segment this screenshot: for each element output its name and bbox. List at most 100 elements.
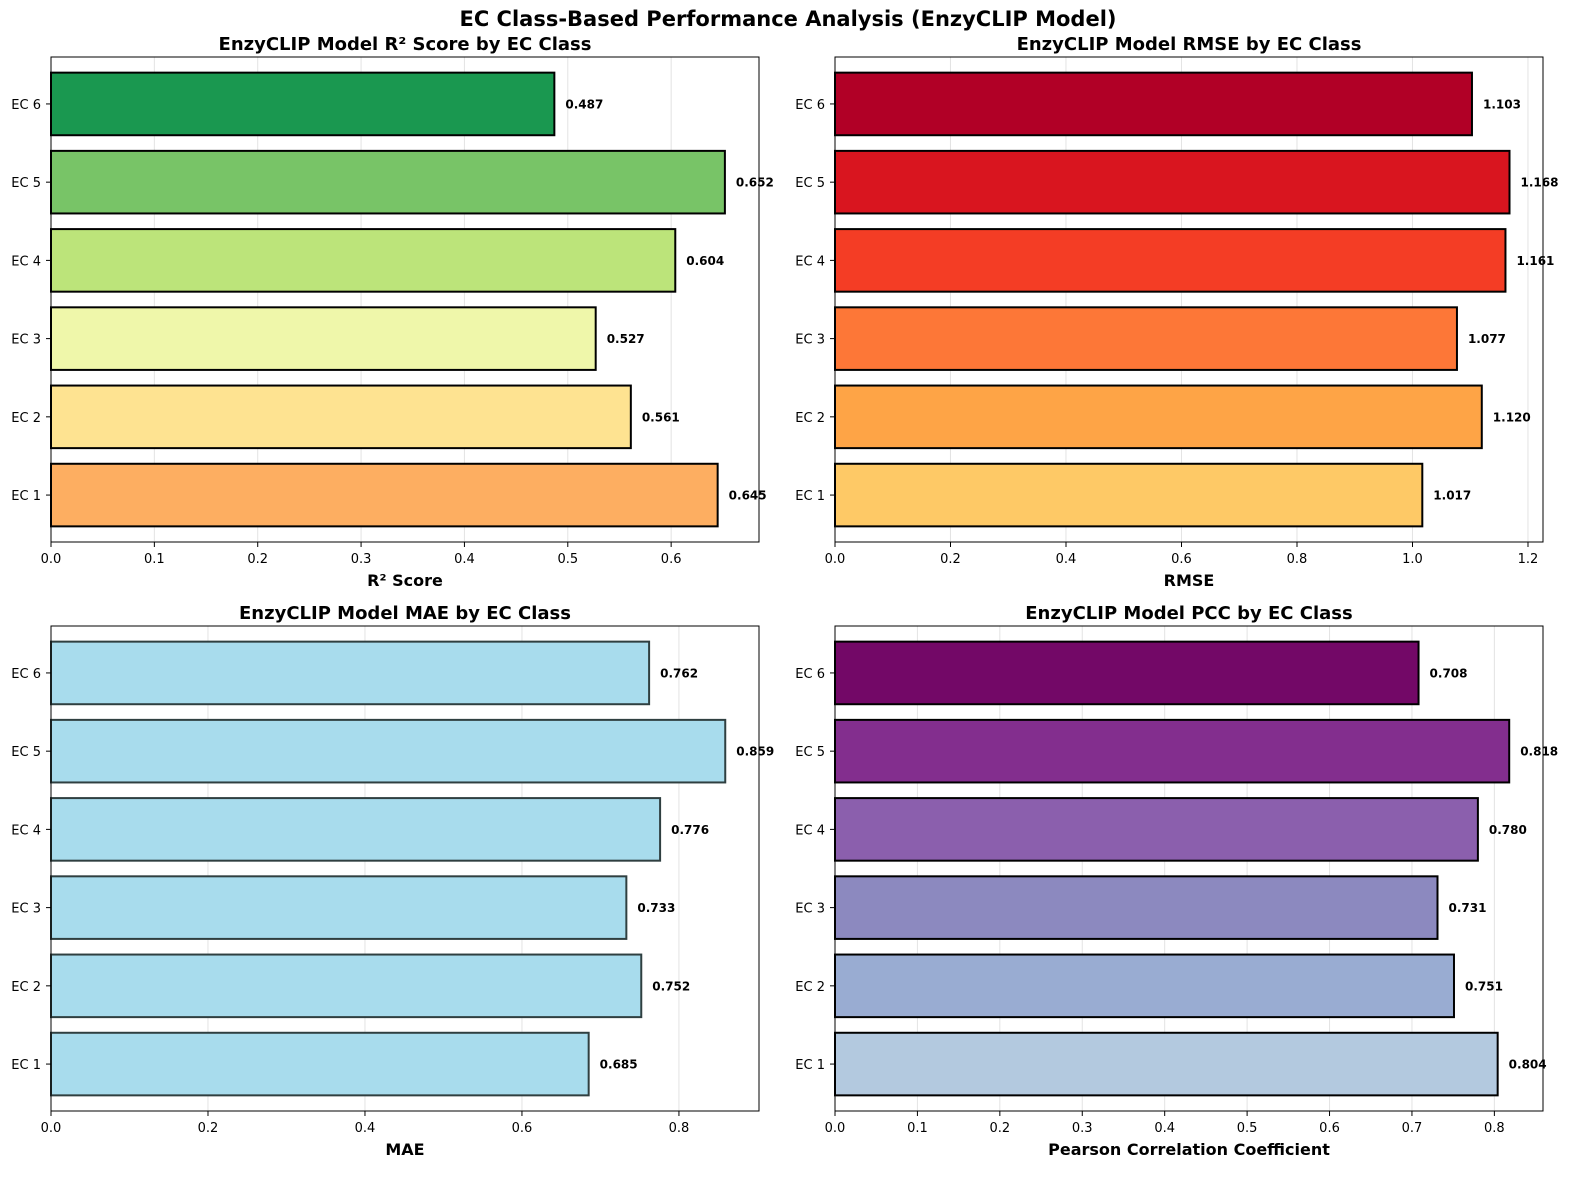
pcc-category-label: EC 1 xyxy=(795,1058,825,1073)
pcc-xtick-label: 0.4 xyxy=(1154,1121,1175,1136)
r2-xtick-label: 0.2 xyxy=(247,552,268,567)
rmse-category-label: EC 4 xyxy=(795,254,825,269)
mae-bar-ec-5 xyxy=(50,718,727,784)
rmse-bar-ec-1 xyxy=(834,462,1424,528)
r2-category-label: EC 1 xyxy=(11,489,41,504)
mae-xtick-label: 0.0 xyxy=(41,1121,62,1136)
mae-category-label: EC 4 xyxy=(11,823,41,838)
r2-bar-ec-6 xyxy=(50,71,556,137)
pcc-category-label: EC 4 xyxy=(795,823,825,838)
rmse-panel-title: EnzyCLIP Model RMSE by EC Class xyxy=(1017,34,1362,55)
pcc-value-label: 0.818 xyxy=(1520,745,1558,759)
mae-value-label: 0.733 xyxy=(637,901,675,915)
pcc-panel: 0.804 0.751 0.731 0.780 0.818 0.708 0.0 0.1 0.2 0… xyxy=(795,603,1558,1159)
mae-value-label: 0.776 xyxy=(671,823,709,837)
r2-bar-ec-3 xyxy=(50,306,597,371)
rmse-bar-ec-4 xyxy=(834,228,1507,293)
pcc-xtick-label: 0.6 xyxy=(1319,1121,1340,1136)
rmse-category-label: EC 1 xyxy=(795,489,825,504)
pcc-x-axis-label: Pearson Correlation Coefficient xyxy=(1048,1140,1330,1159)
pcc-xtick-label: 0.8 xyxy=(1484,1121,1505,1136)
mae-value-label: 0.859 xyxy=(736,745,774,759)
r2-bar-ec-4 xyxy=(50,228,677,293)
pcc-panel-title: EnzyCLIP Model PCC by EC Class xyxy=(1025,603,1352,624)
r2-value-label: 0.561 xyxy=(642,410,680,424)
mae-xtick-label: 0.6 xyxy=(512,1121,533,1136)
pcc-axes-frame xyxy=(834,625,1544,1112)
rmse-bar-ec-5 xyxy=(834,149,1511,215)
r2-value-label: 0.604 xyxy=(686,254,724,268)
rmse-value-label: 1.017 xyxy=(1433,489,1471,503)
rmse-xtick-label: 0.4 xyxy=(1056,552,1077,567)
r2-xtick-label: 0.6 xyxy=(661,552,682,567)
r2-bar-ec-2 xyxy=(50,384,632,450)
r2-category-label: EC 3 xyxy=(11,333,41,348)
pcc-category-label: EC 3 xyxy=(795,902,825,917)
pcc-bar-ec-4 xyxy=(834,797,1479,862)
pcc-bar-ec-5 xyxy=(834,718,1511,784)
pcc-bar-ec-2 xyxy=(834,953,1455,1019)
r2-value-label: 0.487 xyxy=(565,97,603,111)
rmse-category-label: EC 6 xyxy=(795,98,825,113)
pcc-xtick-label: 0.2 xyxy=(989,1121,1010,1136)
mae-category-label: EC 2 xyxy=(11,980,41,995)
rmse-xtick-label: 0.8 xyxy=(1287,552,1308,567)
r2-xtick-label: 0.0 xyxy=(41,552,62,567)
r2-value-label: 0.645 xyxy=(729,489,767,503)
figure-title: EC Class-Based Performance Analysis (Enz… xyxy=(459,7,1116,31)
mae-bar-ec-6 xyxy=(50,640,651,706)
rmse-xtick-label: 1.0 xyxy=(1402,552,1423,567)
mae-xtick-label: 0.8 xyxy=(669,1121,690,1136)
mae-bar-ec-4 xyxy=(50,797,662,862)
pcc-value-label: 0.731 xyxy=(1449,901,1487,915)
rmse-bar-ec-3 xyxy=(834,306,1458,371)
r2-xtick-label: 0.5 xyxy=(557,552,578,567)
pcc-xtick-label: 0.5 xyxy=(1237,1121,1258,1136)
pcc-category-label: EC 2 xyxy=(795,980,825,995)
mae-value-label: 0.762 xyxy=(660,666,698,680)
pcc-xtick-label: 0.0 xyxy=(825,1121,846,1136)
mae-bar-ec-3 xyxy=(50,875,628,940)
r2-xtick-label: 0.4 xyxy=(454,552,475,567)
r2-bar-ec-5 xyxy=(50,149,726,215)
mae-panel-title: EnzyCLIP Model MAE by EC Class xyxy=(239,603,571,624)
mae-category-label: EC 3 xyxy=(11,902,41,917)
r2-category-label: EC 2 xyxy=(11,411,41,426)
mae-axes-frame xyxy=(50,625,760,1112)
mae-category-label: EC 5 xyxy=(11,745,41,760)
rmse-value-label: 1.120 xyxy=(1493,410,1531,424)
pcc-xtick-label: 0.1 xyxy=(907,1121,928,1136)
r2-value-label: 0.527 xyxy=(607,332,645,346)
mae-bar-ec-1 xyxy=(50,1031,590,1097)
mae-x-axis-label: MAE xyxy=(385,1140,424,1159)
pcc-category-label: EC 6 xyxy=(795,667,825,682)
pcc-bar-ec-3 xyxy=(834,875,1439,940)
pcc-category-label: EC 5 xyxy=(795,745,825,760)
pcc-bar-ec-6 xyxy=(834,640,1420,706)
r2-category-label: EC 5 xyxy=(11,176,41,191)
rmse-bar-ec-2 xyxy=(834,384,1483,450)
mae-panel: 0.685 0.752 0.733 0.776 0.859 0.762 0.0 0.2 0.4 0… xyxy=(11,603,774,1159)
rmse-axes-frame xyxy=(834,56,1544,543)
r2-axes-frame xyxy=(50,56,760,543)
r2-score-panel: 0.645 0.561 0.527 0.604 0.652 0.487 0.0 0.1 0.2 0… xyxy=(11,34,774,590)
mae-xtick-label: 0.2 xyxy=(198,1121,219,1136)
rmse-bar-ec-6 xyxy=(834,71,1473,137)
r2-xtick-label: 0.3 xyxy=(351,552,372,567)
r2-category-label: EC 4 xyxy=(11,254,41,269)
rmse-value-label: 1.168 xyxy=(1521,176,1559,190)
rmse-value-label: 1.103 xyxy=(1483,97,1521,111)
pcc-bar-ec-1 xyxy=(834,1031,1499,1097)
r2-x-axis-label: R² Score xyxy=(367,571,443,590)
mae-xtick-label: 0.4 xyxy=(355,1121,376,1136)
rmse-category-label: EC 3 xyxy=(795,333,825,348)
r2-value-label: 0.652 xyxy=(736,176,774,190)
rmse-value-label: 1.161 xyxy=(1516,254,1554,268)
r2-panel-title: EnzyCLIP Model R² Score by EC Class xyxy=(219,34,592,55)
rmse-value-label: 1.077 xyxy=(1468,332,1506,346)
mae-value-label: 0.685 xyxy=(600,1058,638,1072)
mae-bar-ec-2 xyxy=(50,953,643,1019)
mae-value-label: 0.752 xyxy=(652,979,690,993)
rmse-xtick-label: 0.2 xyxy=(940,552,961,567)
